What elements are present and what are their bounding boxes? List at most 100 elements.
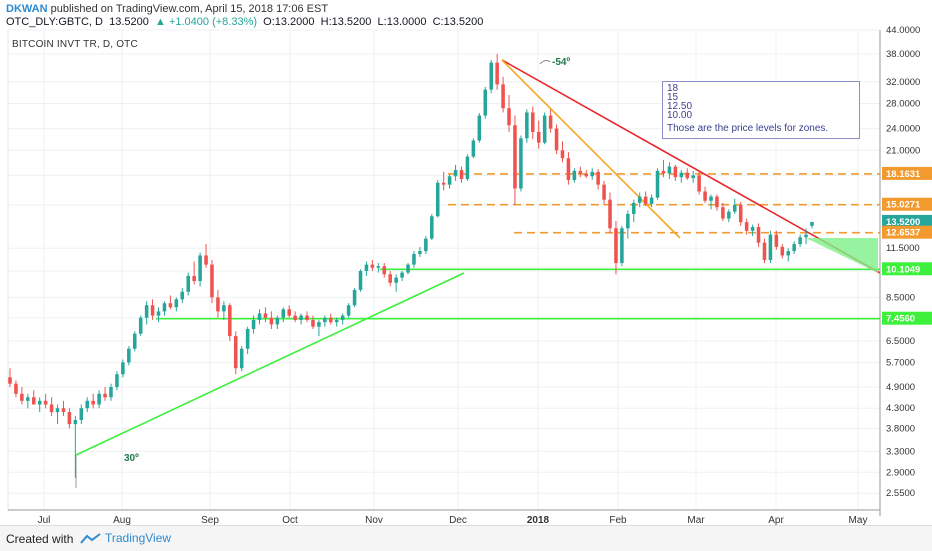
candle-body <box>150 305 155 316</box>
candle-body <box>649 197 654 204</box>
angle-arc-top <box>539 59 551 65</box>
candle-body <box>667 166 672 174</box>
candle-body <box>519 138 523 189</box>
x-tick-label: Jul <box>38 515 51 525</box>
candle-body <box>715 196 719 208</box>
y-tick-label: 6.5000 <box>886 336 915 347</box>
candle-body <box>780 246 785 256</box>
x-tick-label: 2018 <box>527 515 550 525</box>
low-value: L:13.0000 <box>377 16 427 28</box>
candle-body <box>162 303 167 312</box>
candle-body <box>697 175 701 192</box>
open-value: O:13.2000 <box>263 16 315 28</box>
candle-body <box>192 275 196 282</box>
candle-body <box>513 125 517 189</box>
candle-body <box>14 383 18 394</box>
y-tick-label: 11.5000 <box>886 243 920 254</box>
price-label-text: 15.0271 <box>886 200 921 211</box>
candle-body <box>31 397 36 405</box>
y-tick-label: 3.3000 <box>886 446 915 457</box>
candle-body <box>216 297 220 312</box>
price-axis: 44.0000 38.0000 32.0000 28.0000 24.0000 21.00… <box>879 25 932 516</box>
candle-body <box>245 328 250 349</box>
candle-body <box>251 319 256 329</box>
y-tick-label: 4.3000 <box>886 403 915 414</box>
candle-body <box>768 234 773 260</box>
author-name[interactable]: DKWAN <box>6 3 48 15</box>
candle-body <box>471 140 476 157</box>
y-tick-label: 2.5500 <box>886 488 915 499</box>
candle-body <box>495 62 499 85</box>
candle-body <box>43 400 48 405</box>
candle-body <box>49 404 54 413</box>
y-tick-label: 4.9000 <box>886 382 915 393</box>
candle-body <box>370 264 375 268</box>
y-tick-label: 24.0000 <box>886 124 920 135</box>
candle-body <box>685 172 690 179</box>
candle-body <box>394 277 398 283</box>
tradingview-brand[interactable]: TradingView <box>105 531 172 545</box>
candle-body <box>239 348 244 369</box>
candle-body <box>127 348 131 363</box>
candle-body <box>311 319 315 327</box>
candle-body <box>228 305 232 337</box>
publish-info: published on TradingView.com, April 15, … <box>50 3 329 15</box>
candle-body <box>186 275 190 292</box>
rising-trendline <box>75 272 465 456</box>
candle-body <box>762 242 767 260</box>
price-label-box <box>882 166 932 180</box>
candle-body <box>400 272 404 278</box>
candle-body <box>287 309 291 316</box>
candle-body <box>608 199 612 229</box>
falling-trendline-red <box>501 59 881 274</box>
candle-body <box>275 317 280 325</box>
candle-body <box>352 289 357 306</box>
price-levels-note[interactable]: 18 15 12.50 10.00 Those are the price le… <box>662 81 860 139</box>
candle-body <box>620 228 624 264</box>
y-tick-label: 44.0000 <box>886 25 920 36</box>
x-tick-label: Oct <box>282 515 298 525</box>
candle-body <box>643 196 648 204</box>
x-tick-label: May <box>849 515 868 525</box>
price-label-box <box>882 225 932 239</box>
time-axis: Jul Aug Sep Oct Nov Dec 2018 Feb Mar Apr May <box>8 509 880 525</box>
created-with-label: Created with <box>6 532 74 546</box>
candle-body <box>810 221 814 226</box>
chart-title: BITCOIN INVT TR, D, OTC <box>12 39 138 50</box>
candle-body <box>548 115 553 129</box>
x-tick-label: Apr <box>768 515 784 525</box>
candle-body <box>73 419 78 425</box>
candle-body <box>459 170 464 180</box>
candle-body <box>132 333 137 349</box>
candle-body <box>679 172 684 178</box>
x-tick-label: Sep <box>201 515 219 525</box>
candle-body <box>168 303 173 308</box>
candle-body <box>293 315 297 320</box>
y-tick-label: 3.8000 <box>886 423 915 434</box>
candle-body <box>744 222 749 231</box>
publish-line: DKWAN published on TradingView.com, Apri… <box>6 3 328 15</box>
chart-header: DKWAN published on TradingView.com, Apri… <box>0 0 932 30</box>
candle-body <box>97 393 101 405</box>
candle-body <box>174 299 179 308</box>
candle-body <box>661 170 666 174</box>
candle-body <box>109 386 113 398</box>
candle-body <box>138 317 143 334</box>
candle-body <box>441 182 446 185</box>
candles-layer <box>8 53 814 479</box>
y-tick-label: 8.5000 <box>886 292 915 303</box>
candle-body <box>542 115 547 143</box>
candle-body <box>263 313 268 318</box>
candle-body <box>37 400 42 405</box>
candle-body <box>525 112 529 139</box>
candle-body <box>536 132 541 143</box>
candle-body <box>786 251 791 256</box>
candle-body <box>346 305 351 316</box>
candle-body <box>317 322 321 327</box>
candle-body <box>79 408 84 420</box>
candlestick-chart[interactable]: -54º 30º 44.0000 38.0000 32.0000 28.0000 24.0… <box>0 0 932 525</box>
candle-body <box>626 213 630 229</box>
candle-body <box>691 175 695 179</box>
price-label-text: 18.1631 <box>886 169 921 180</box>
candle-body <box>572 170 577 180</box>
